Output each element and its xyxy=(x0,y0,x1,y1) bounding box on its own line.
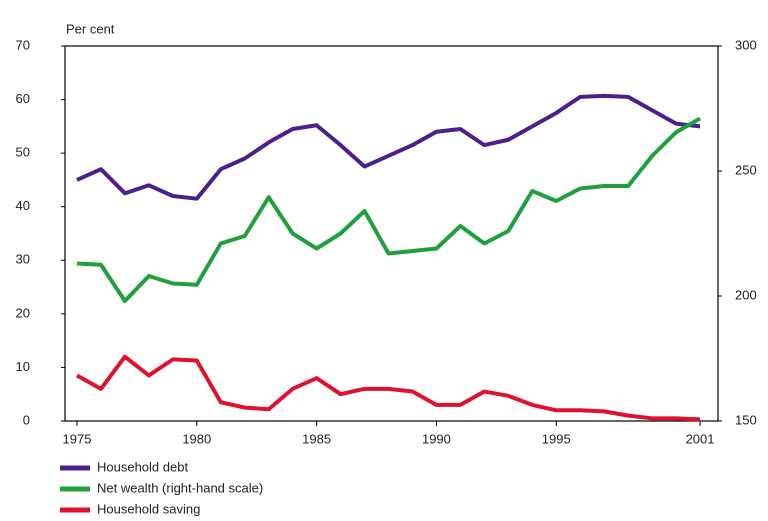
x-tick-label: 1995 xyxy=(542,431,571,446)
plot-frame xyxy=(64,45,719,422)
y-axis-label: Per cent xyxy=(66,21,115,36)
series-line xyxy=(76,93,701,201)
series-line xyxy=(76,354,701,422)
y-tick-label: 30 xyxy=(16,252,30,267)
y-tick-label: 20 xyxy=(16,305,30,320)
legend-label: Household debt xyxy=(97,459,188,474)
series-line xyxy=(76,116,702,303)
y2-tick-label: 150 xyxy=(735,412,757,427)
y2-tick-label: 250 xyxy=(735,162,757,177)
y2-tick-label: 200 xyxy=(735,287,757,302)
x-tick-label: 1980 xyxy=(182,431,211,446)
y-tick-label: 10 xyxy=(16,359,30,374)
y-tick-label: 50 xyxy=(16,145,30,160)
y-tick-label: 40 xyxy=(16,198,30,213)
x-tick-label: 1985 xyxy=(302,431,331,446)
y-tick-label: 0 xyxy=(23,412,30,427)
x-tick-label: 2001 xyxy=(686,431,715,446)
y-tick-label: 70 xyxy=(16,37,30,52)
y-tick-label: 60 xyxy=(16,91,30,106)
legend-label: Net wealth (right-hand scale) xyxy=(97,480,263,495)
legend-label: Household saving xyxy=(97,501,200,516)
x-tick-label: 1975 xyxy=(63,431,92,446)
x-tick-label: 1990 xyxy=(422,431,451,446)
y2-tick-label: 300 xyxy=(735,37,757,52)
